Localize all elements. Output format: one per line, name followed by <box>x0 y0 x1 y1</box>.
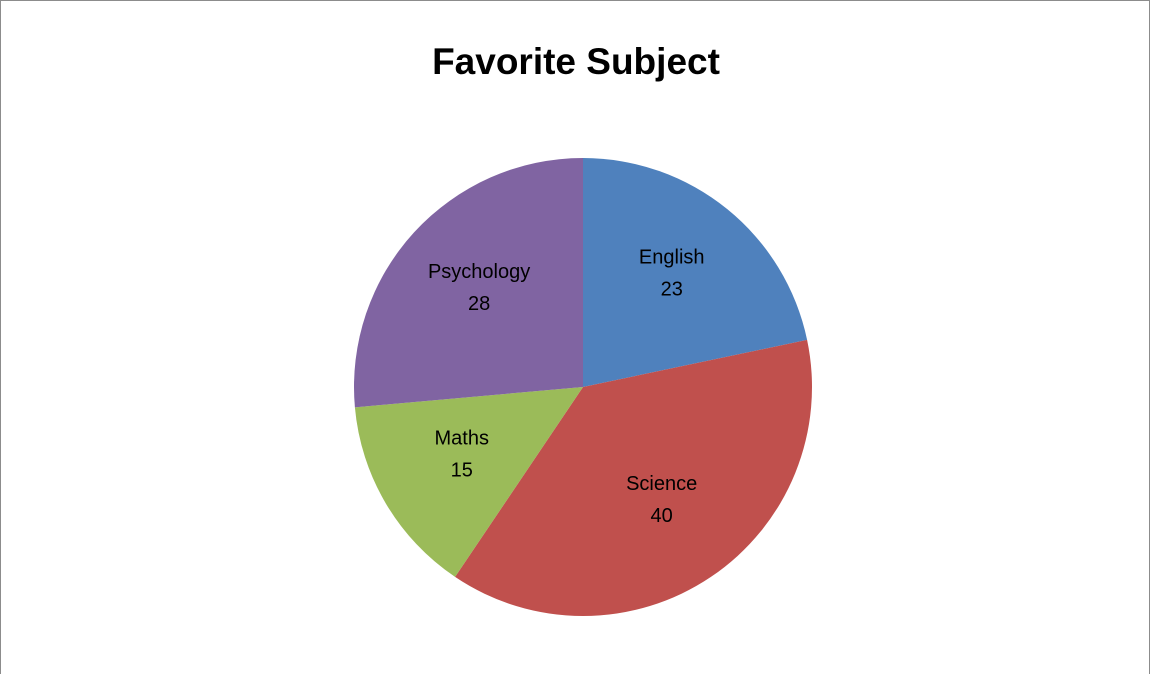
slice-label-value-science: 40 <box>651 505 673 527</box>
slice-label-category-english: English <box>639 247 705 269</box>
chart-title: Favorite Subject <box>432 41 720 82</box>
pie-slices <box>353 158 812 616</box>
slice-label-value-maths: 15 <box>451 460 473 482</box>
slice-label-value-psychology: 28 <box>468 293 490 315</box>
slice-label-category-psychology: Psychology <box>428 261 530 283</box>
pie-slice-science <box>455 339 812 616</box>
pie-slice-psychology <box>353 158 583 408</box>
slice-label-category-maths: Maths <box>435 428 489 450</box>
pie-slice-maths <box>354 387 583 577</box>
pie-slice-english <box>583 158 808 387</box>
slice-label-category-science: Science <box>626 473 697 495</box>
slice-label-value-english: 23 <box>661 279 683 301</box>
pie-labels: English 23 Science 40 Maths 15 Psychology 28 <box>428 247 705 527</box>
